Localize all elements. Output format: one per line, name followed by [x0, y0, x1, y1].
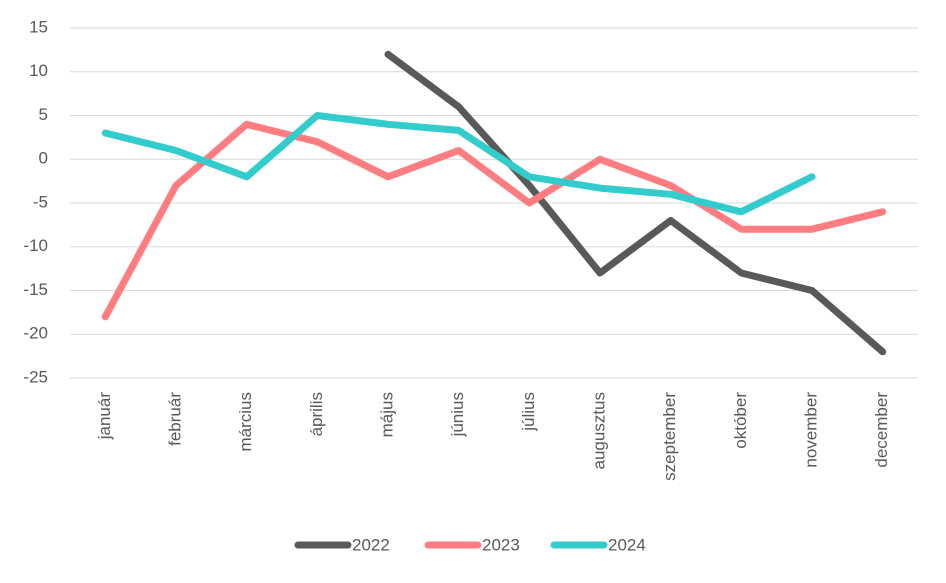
legend: 2022 2023 2024 [294, 535, 646, 554]
series-line-2022 [384, 50, 887, 356]
gridlines [70, 27, 918, 379]
y-tick-label: -15 [23, 280, 48, 299]
series-lines [101, 50, 887, 356]
x-axis-ticks: január február március április május június jú… [95, 392, 891, 481]
legend-label-2024: 2024 [608, 535, 646, 554]
y-tick-label: -5 [33, 192, 48, 211]
y-tick-label: 15 [29, 17, 48, 36]
x-tick-label: július [519, 392, 538, 432]
x-tick-label: december [872, 392, 891, 468]
x-tick-label: június [448, 392, 467, 437]
legend-label-2023: 2023 [482, 535, 520, 554]
x-tick-label: április [307, 392, 326, 436]
x-tick-label: január [95, 392, 114, 441]
legend-label-2022: 2022 [352, 535, 390, 554]
x-tick-label: november [801, 392, 820, 468]
x-tick-label: szeptember [660, 392, 679, 481]
x-tick-label: február [165, 392, 184, 446]
y-tick-label: -25 [23, 367, 48, 386]
x-tick-label: május [377, 392, 396, 437]
y-tick-label: -20 [23, 324, 48, 343]
x-tick-label: március [236, 392, 255, 452]
y-axis-ticks: 15 10 5 0 -5 -10 -15 -20 -25 [23, 17, 48, 386]
y-tick-label: 10 [29, 61, 48, 80]
series-line-2023 [101, 120, 887, 321]
y-tick-label: 0 [39, 149, 48, 168]
x-tick-label: október [731, 392, 750, 449]
y-tick-label: 5 [39, 105, 48, 124]
series-line-2024 [101, 112, 816, 216]
x-tick-label: augusztus [589, 392, 608, 470]
y-tick-label: -10 [23, 236, 48, 255]
